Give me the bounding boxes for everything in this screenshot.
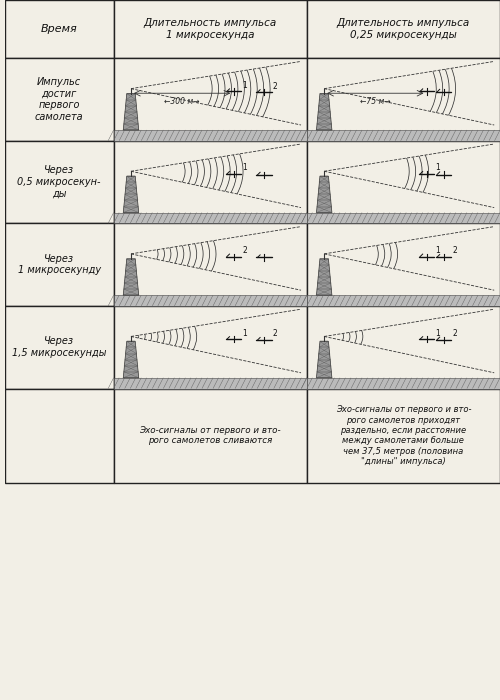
Bar	[114, 295, 307, 306]
Text: Длительность импульса
0,25 микросекунды: Длительность импульса 0,25 микросекунды	[337, 18, 470, 40]
Text: 2: 2	[273, 330, 278, 338]
Text: Через
0,5 микросекун-
ды: Через 0,5 микросекун- ды	[18, 165, 101, 199]
Polygon shape	[316, 259, 332, 295]
Bar	[4, 141, 114, 223]
Polygon shape	[316, 94, 332, 130]
Bar	[4, 223, 114, 306]
Bar	[114, 306, 307, 388]
Text: 2: 2	[452, 246, 457, 256]
Bar	[4, 389, 114, 483]
Bar	[307, 58, 500, 141]
Text: 1: 1	[436, 328, 440, 337]
Bar	[4, 306, 114, 388]
Bar	[114, 0, 307, 58]
Bar	[114, 389, 307, 483]
Bar	[307, 378, 500, 388]
Text: ←300 м→: ←300 м→	[164, 97, 200, 106]
Text: Длительность импульса
1 микросекунда: Длительность импульса 1 микросекунда	[144, 18, 277, 40]
Text: Эхо-сигналы от первого и вто-
рого самолетов сливаются: Эхо-сигналы от первого и вто- рого самол…	[140, 426, 281, 445]
Text: 1: 1	[242, 80, 247, 90]
Bar	[307, 0, 500, 58]
Text: Импульс
достиг
первого
самолета: Импульс достиг первого самолета	[35, 77, 84, 122]
Text: 1: 1	[436, 163, 440, 172]
Bar	[307, 223, 500, 306]
Text: 1: 1	[436, 246, 440, 255]
Text: 1: 1	[242, 163, 247, 172]
Text: Эхо-сигналы от первого и вто-
рого самолетов приходят
раздельно, если расстояние: Эхо-сигналы от первого и вто- рого самол…	[336, 405, 471, 466]
Bar	[114, 378, 307, 388]
Polygon shape	[316, 342, 332, 378]
Bar	[307, 130, 500, 141]
Text: Время: Время	[40, 24, 78, 34]
Bar	[307, 295, 500, 306]
Polygon shape	[316, 176, 332, 213]
Bar	[307, 213, 500, 223]
Polygon shape	[124, 94, 138, 130]
Bar	[114, 213, 307, 223]
Text: 2: 2	[452, 329, 457, 338]
Bar	[307, 306, 500, 388]
Text: Через
1 микросекунду: Через 1 микросекунду	[18, 254, 100, 275]
Bar	[4, 0, 114, 58]
Text: ←75 м→: ←75 м→	[360, 97, 390, 106]
Bar	[114, 130, 307, 141]
Bar	[307, 141, 500, 223]
Bar	[4, 58, 114, 141]
Bar	[114, 141, 307, 223]
Bar	[307, 389, 500, 483]
Text: 1: 1	[242, 328, 247, 337]
Polygon shape	[124, 259, 138, 295]
Bar	[114, 223, 307, 306]
Bar	[114, 58, 307, 141]
Text: 2: 2	[273, 82, 278, 90]
Polygon shape	[124, 342, 138, 378]
Text: 2: 2	[242, 246, 247, 255]
Polygon shape	[124, 176, 138, 213]
Text: Через
1,5 микросекунды: Через 1,5 микросекунды	[12, 337, 106, 358]
